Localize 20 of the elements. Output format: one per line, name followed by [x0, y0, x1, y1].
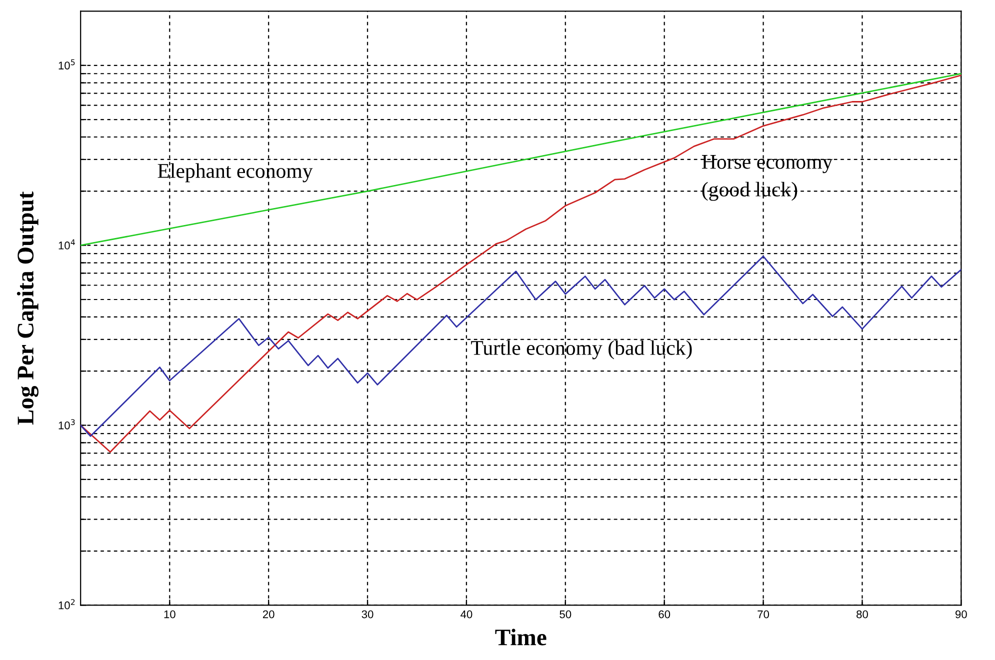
x-tick-label: 20 [262, 610, 274, 618]
x-tick-label: 10 [164, 610, 176, 618]
x-tick-label: 50 [560, 610, 572, 618]
series-label: Turtle economy (bad luck) [471, 340, 692, 360]
series-label: Elephant economy [158, 163, 313, 182]
x-tick-label: 30 [362, 610, 374, 618]
x-tick-label: 70 [758, 610, 770, 618]
line-series [80, 72, 962, 246]
x-tick-label: 80 [856, 610, 868, 618]
x-tick-label: 60 [658, 610, 670, 618]
y-tick-label: 10$^{5}$ [58, 59, 75, 70]
y-tick-label: 10$^{2}$ [58, 599, 75, 610]
line-series [80, 256, 962, 437]
line-series [80, 74, 962, 453]
y-tick-label: 10$^{4}$ [58, 239, 75, 250]
x-tick-label: 40 [460, 610, 472, 618]
y-tick-label: 10$^{3}$ [58, 419, 75, 430]
y-axis-title: Log Per Capita Output [16, 191, 39, 425]
x-axis-title: Time [495, 628, 546, 646]
x-tick-label: 90 [956, 610, 967, 618]
